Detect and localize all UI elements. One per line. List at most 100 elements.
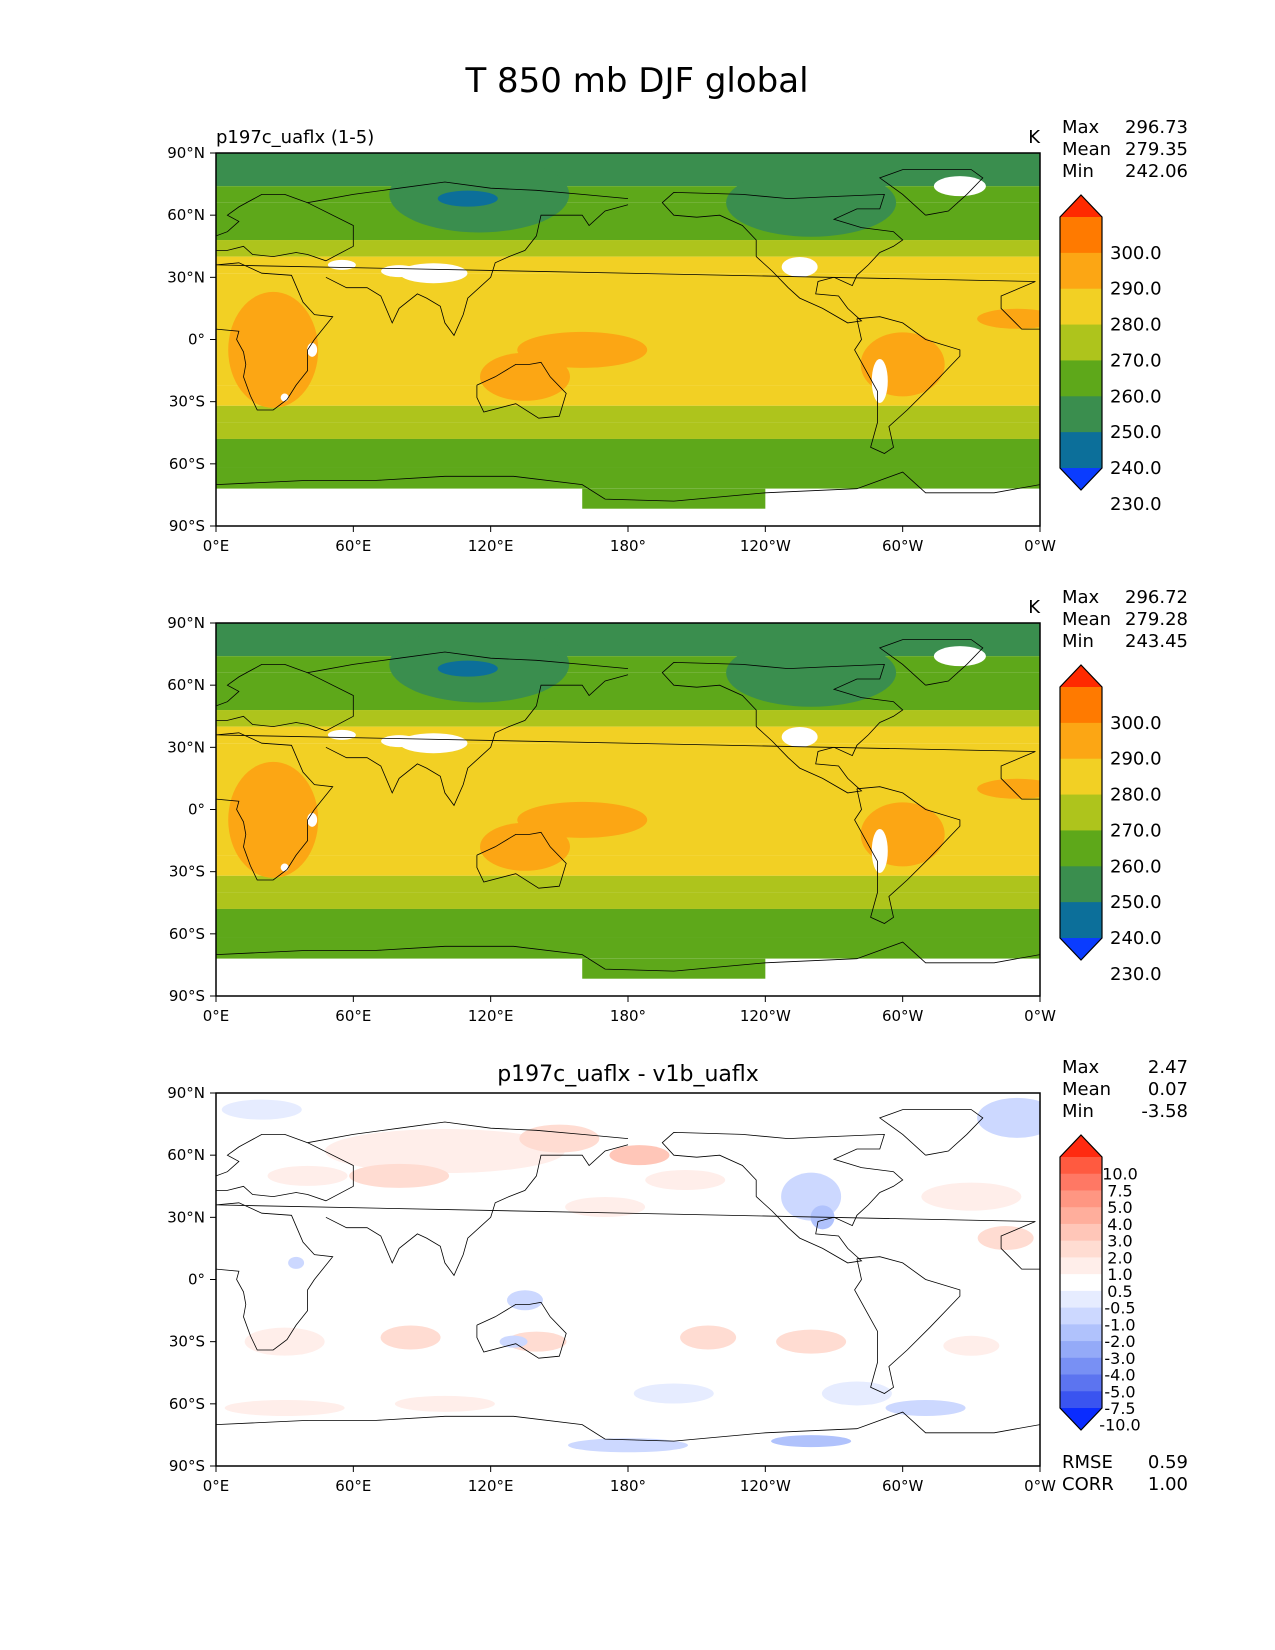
colorbar-segment: [1060, 252, 1102, 290]
colorbar: 300.0 290.0 280.0 270.0 260.0 250.0 240.0 230.0: [1059, 194, 1162, 515]
colorbar-level-label: 260.0: [1110, 856, 1162, 877]
colorbar-level-label: 230.0: [1110, 964, 1162, 985]
x-tick-label: 0°W: [1024, 1477, 1056, 1495]
y-tick-label: 30°N: [167, 738, 205, 756]
stat-label: Mean: [1062, 609, 1111, 630]
stat-label: Min: [1062, 631, 1094, 652]
colorbar-level-label: 300.0: [1110, 243, 1162, 264]
y-tick-label: 90°S: [169, 517, 205, 535]
stat-value: 242.06: [1125, 161, 1188, 182]
y-tick-label: 30°S: [169, 863, 205, 881]
stat-label: Max: [1062, 1057, 1100, 1078]
x-tick-label: 120°W: [740, 1477, 791, 1495]
colorbar-level-label: 7.5: [1107, 1181, 1132, 1200]
colorbar: 10.07.55.04.03.02.01.00.5-0.5-1.0-2.0-3.…: [1059, 1134, 1141, 1435]
y-tick-label: 0°: [188, 331, 205, 349]
contour-field: [216, 153, 1040, 526]
colorbar-level-label: -7.5: [1104, 1399, 1135, 1418]
x-tick-label: 60°E: [335, 1477, 371, 1495]
colorbar-level-label: 3.0: [1107, 1232, 1132, 1251]
colorbar-segment: [1060, 1341, 1102, 1359]
x-tick-label: 60°E: [335, 1007, 371, 1025]
y-tick-label: 60°S: [169, 1395, 205, 1413]
footer-stat-label: RMSE: [1062, 1452, 1113, 1473]
colorbar-level-label: -2.0: [1104, 1332, 1135, 1351]
colorbar-segment: [1060, 432, 1102, 469]
x-tick-label: 0°W: [1024, 1007, 1056, 1025]
colorbar-segment: [1060, 902, 1102, 939]
colorbar-level-label: 0.5: [1107, 1282, 1132, 1301]
y-tick-label: 90°N: [167, 1084, 205, 1102]
x-tick-label: 0°W: [1024, 537, 1056, 555]
y-tick-label: 60°S: [169, 925, 205, 943]
colorbar: 300.0 290.0 280.0 270.0 260.0 250.0 240.0 230.0: [1059, 664, 1162, 985]
x-tick-label: 0°E: [203, 537, 230, 555]
colorbar-segment: [1060, 758, 1102, 796]
colorbar-level-label: -4.0: [1104, 1366, 1135, 1385]
colorbar-level-label: 240.0: [1110, 458, 1162, 479]
colorbar-segment: [1060, 1307, 1102, 1325]
colorbar-level-label: 270.0: [1110, 350, 1162, 371]
x-tick-label: 120°E: [468, 1477, 514, 1495]
stat-label: Max: [1062, 117, 1100, 138]
colorbar-segment: [1060, 396, 1102, 433]
stat-label: Mean: [1062, 1079, 1111, 1100]
colorbar-extend-min: [1060, 1408, 1102, 1430]
colorbar-level-label: -1.0: [1104, 1315, 1135, 1334]
colorbar-level-label: 230.0: [1110, 494, 1162, 515]
colorbar-segment: [1060, 722, 1102, 760]
colorbar-segment: [1060, 866, 1102, 903]
colorbar-level-label: -3.0: [1104, 1349, 1135, 1368]
stat-value: 2.47: [1148, 1057, 1188, 1078]
colorbar-level-label: 270.0: [1110, 820, 1162, 841]
colorbar-segment: [1060, 794, 1102, 831]
coastlines: [216, 1109, 1040, 1442]
colorbar-extend-max: [1060, 1135, 1102, 1157]
colorbar-level-label: 5.0: [1107, 1198, 1132, 1217]
x-tick-label: 0°E: [203, 1007, 230, 1025]
x-tick-label: 0°E: [203, 1477, 230, 1495]
contour-field: [216, 1093, 1040, 1466]
stat-value: 279.28: [1125, 609, 1188, 630]
y-tick-label: 30°S: [169, 1333, 205, 1351]
colorbar-level-label: 250.0: [1110, 892, 1162, 913]
panel-title: p197c_uaflx - v1b_uaflx: [497, 1062, 759, 1087]
colorbar-segment: [1060, 1290, 1102, 1309]
colorbar-extend-max: [1060, 195, 1102, 217]
colorbar-segment: [1060, 1190, 1102, 1208]
units-label: K: [1028, 127, 1041, 148]
y-tick-label: 60°S: [169, 455, 205, 473]
colorbar-segment: [1060, 1223, 1102, 1242]
colorbar-level-label: 2.0: [1107, 1248, 1132, 1267]
units-label: K: [1028, 597, 1041, 618]
colorbar-segment: [1060, 324, 1102, 361]
x-tick-label: 120°W: [740, 537, 791, 555]
x-tick-label: 120°W: [740, 1007, 791, 1025]
map-panel-2: 0°E 60°E 120°E 180° 120°W 60°W 0°W 90°N 60°N 30°N…: [167, 587, 1188, 1025]
colorbar-segment: [1060, 360, 1102, 397]
x-tick-label: 180°: [610, 1007, 646, 1025]
x-tick-label: 180°: [610, 1477, 646, 1495]
colorbar-level-label: 240.0: [1110, 928, 1162, 949]
colorbar-segment: [1060, 830, 1102, 867]
colorbar-segment: [1060, 687, 1102, 724]
stat-label: Min: [1062, 161, 1094, 182]
stat-value: 296.72: [1125, 587, 1188, 608]
colorbar-level-label: 300.0: [1110, 713, 1162, 734]
coastlines: [216, 169, 1040, 502]
colorbar-segment: [1060, 1357, 1102, 1376]
y-tick-label: 0°: [188, 801, 205, 819]
colorbar-segment: [1060, 1274, 1102, 1292]
colorbar-segment: [1060, 217, 1102, 254]
colorbar-segment: [1060, 1391, 1102, 1409]
colorbar-level-label: 290.0: [1110, 279, 1162, 300]
x-tick-label: 120°E: [468, 1007, 514, 1025]
y-tick-label: 30°N: [167, 268, 205, 286]
y-tick-label: 60°N: [167, 676, 205, 694]
y-tick-label: 30°S: [169, 393, 205, 411]
colorbar-segment: [1060, 1207, 1102, 1225]
stat-label: Min: [1062, 1101, 1094, 1122]
colorbar-level-label: 280.0: [1110, 315, 1162, 336]
stat-value: 296.73: [1125, 117, 1188, 138]
footer-stat-value: 0.59: [1148, 1452, 1188, 1473]
